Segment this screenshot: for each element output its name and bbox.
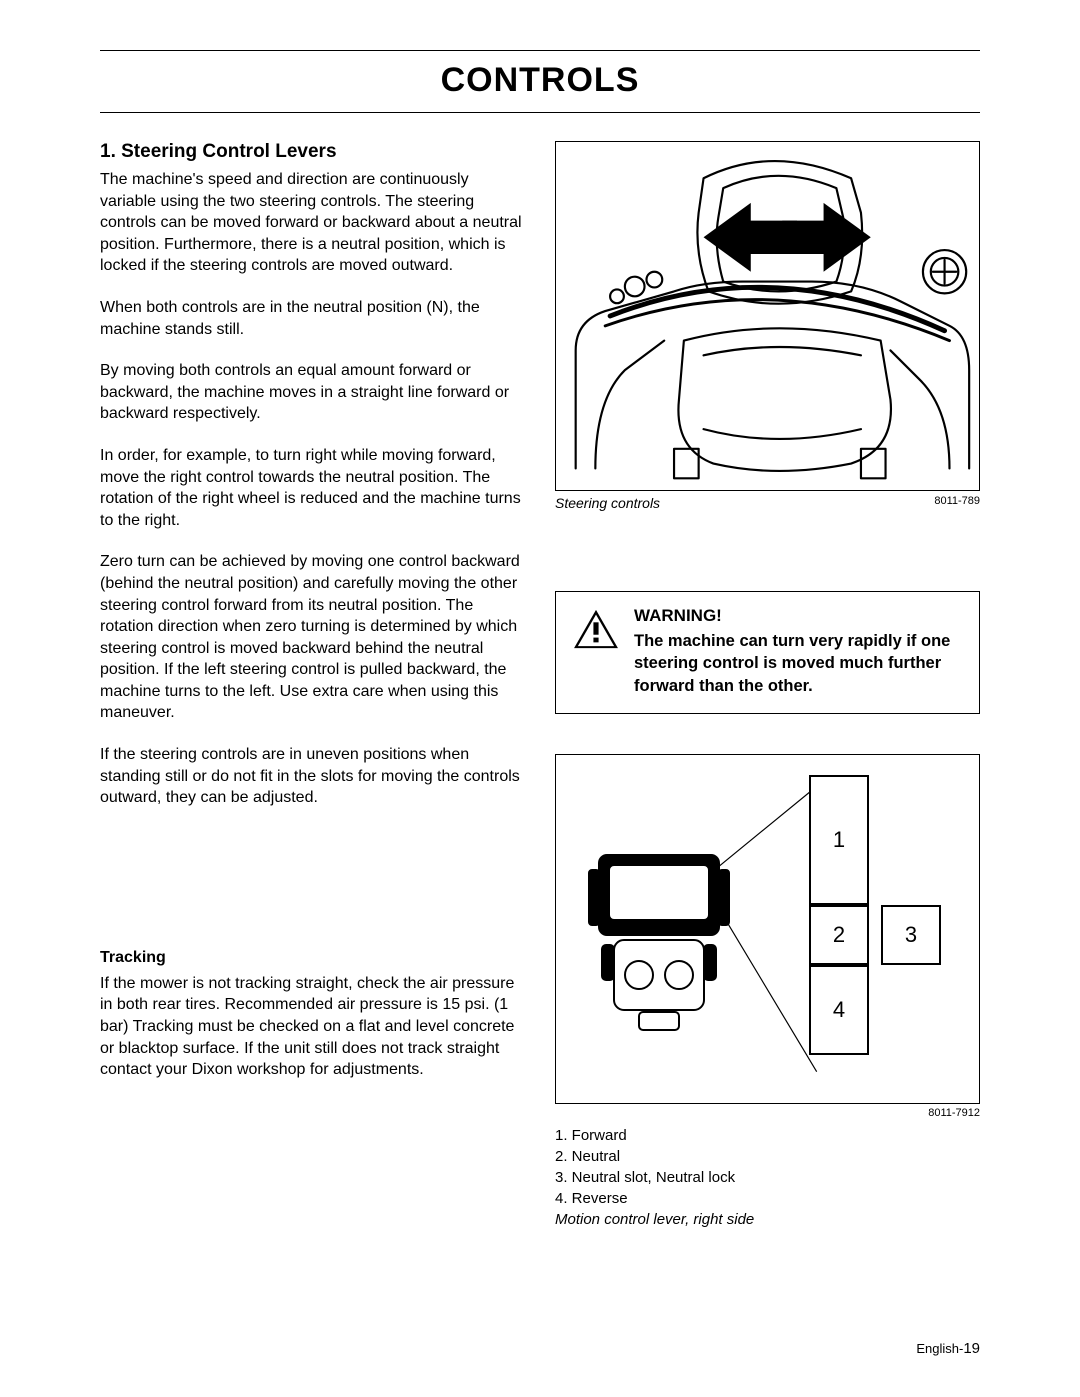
slot-diagram: 1 2 3 4 [789,775,949,1085]
rule-bottom [100,112,980,113]
slot-forward: 1 [809,775,869,905]
warning-triangle-icon [572,608,620,650]
body-paragraph: Zero turn can be achieved by moving one … [100,551,525,724]
figure-steering-controls [555,141,980,491]
tracking-heading: Tracking [100,949,525,967]
body-paragraph: When both controls are in the neutral po… [100,297,525,340]
page-number: English-19 [916,1340,980,1357]
body-paragraph: If the steering controls are in uneven p… [100,744,525,809]
slot-neutral: 2 [809,905,869,965]
right-column: Steering controls 8011-789 WARNING! The … [555,141,980,1228]
rule-top [100,50,980,51]
page-lang: English- [916,1341,963,1356]
figure2-legend: 1. Forward 2. Neutral 3. Neutral slot, N… [555,1125,980,1209]
warning-text: WARNING! The machine can turn very rapid… [634,606,963,697]
legend-item: 2. Neutral [555,1146,980,1167]
slot-label: 4 [833,997,845,1023]
body-paragraph: By moving both controls an equal amount … [100,360,525,425]
tracking-section: Tracking If the mower is not tracking st… [100,949,525,1081]
left-column: 1. Steering Control Levers The machine's… [100,141,525,1228]
body-paragraph: The machine's speed and direction are co… [100,169,525,277]
body-paragraph: In order, for example, to turn right whi… [100,445,525,531]
legend-item: 4. Reverse [555,1188,980,1209]
slot-reverse: 4 [809,965,869,1055]
body-paragraph: If the mower is not tracking straight, c… [100,973,525,1081]
slot-neutral-lock: 3 [881,905,941,965]
figure1-id: 8011-789 [934,495,980,511]
figure-motion-control: 1 2 3 4 [555,754,980,1104]
figure1-caption: Steering controls [555,495,660,511]
warning-box: WARNING! The machine can turn very rapid… [555,591,980,714]
section-heading: 1. Steering Control Levers [100,141,525,163]
page-root: CONTROLS 1. Steering Control Levers The … [0,0,1080,1397]
warning-title: WARNING! [634,606,963,626]
figure2-caption: Motion control lever, right side [555,1211,980,1228]
page-title: CONTROLS [100,57,980,102]
warning-body: The machine can turn very rapidly if one… [634,630,963,697]
slot-label: 2 [833,922,845,948]
steering-controls-illustration [556,142,979,490]
figure2-id: 8011-7912 [555,1107,980,1119]
figure1-caption-row: Steering controls 8011-789 [555,495,980,511]
slot-label: 1 [833,827,845,853]
page-num: 19 [963,1340,980,1357]
legend-item: 3. Neutral slot, Neutral lock [555,1167,980,1188]
legend-item: 1. Forward [555,1125,980,1146]
two-column-layout: 1. Steering Control Levers The machine's… [100,141,980,1228]
slot-label: 3 [905,922,917,948]
